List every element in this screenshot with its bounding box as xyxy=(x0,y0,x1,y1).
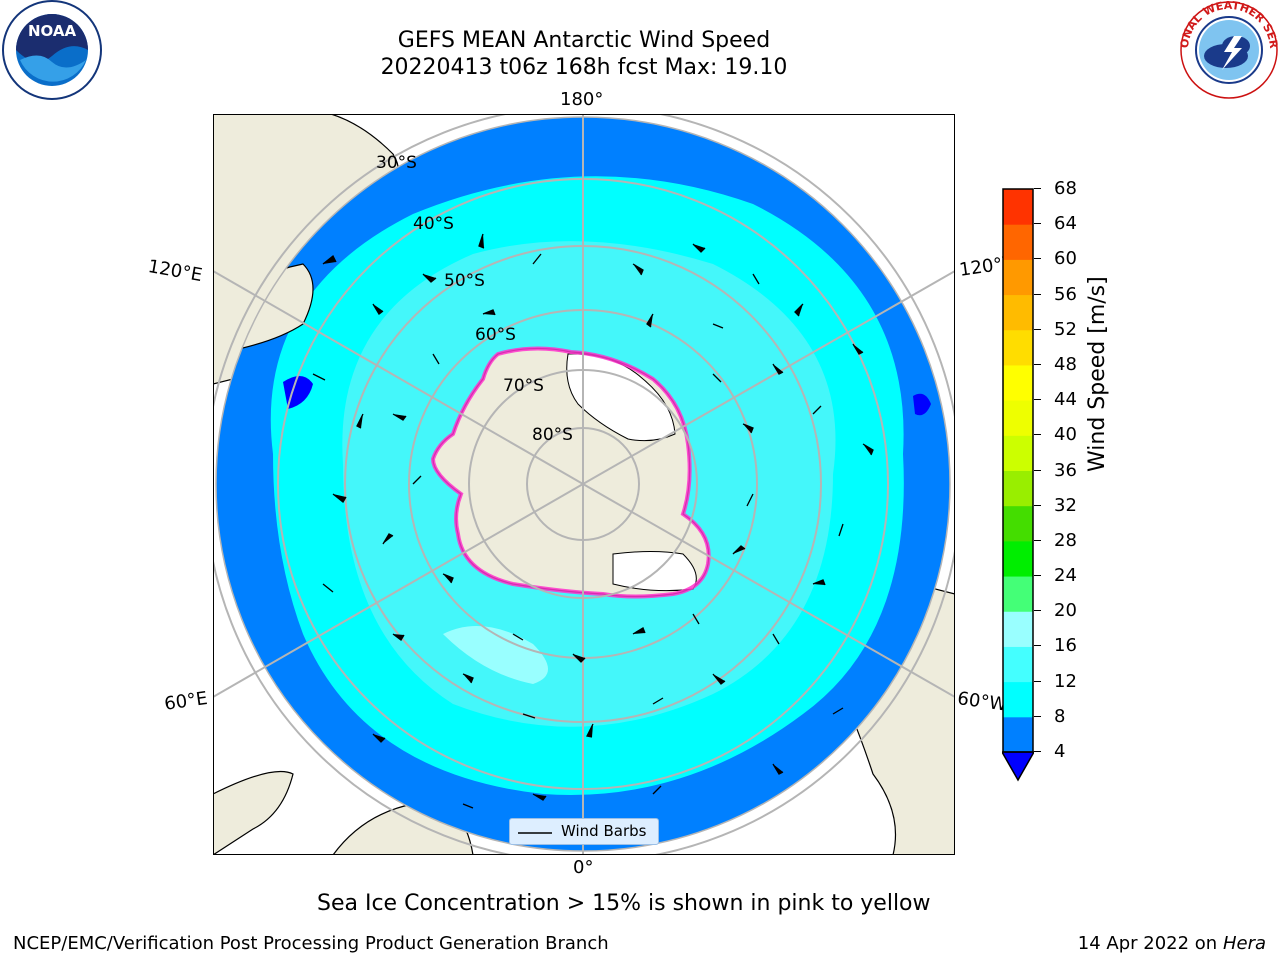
colorbar-segment xyxy=(1003,716,1033,753)
colorbar-tick-label: 16 xyxy=(1054,635,1077,657)
lat-label-30s: 30°S xyxy=(376,153,417,173)
colorbar-segment xyxy=(1003,294,1033,331)
sea-ice-caption: Sea Ice Concentration > 15% is shown in … xyxy=(317,891,931,916)
colorbar-tick-label: 44 xyxy=(1054,389,1077,411)
footer-host: Hera xyxy=(1222,933,1266,954)
colorbar-segment xyxy=(1003,189,1033,225)
colorbar-tick-label: 60 xyxy=(1054,248,1077,270)
colorbar-segment xyxy=(1003,646,1033,683)
footer-branch: NCEP/EMC/Verification Post Processing Pr… xyxy=(13,933,609,954)
colorbar-tick-label: 20 xyxy=(1054,600,1077,622)
colorbar-tick-label: 24 xyxy=(1054,565,1077,587)
polar-map xyxy=(213,114,955,855)
colorbar-tick-label: 12 xyxy=(1054,670,1077,692)
lon-label-0: 0° xyxy=(573,857,594,878)
sea-ice-edge xyxy=(430,346,711,599)
colorbar-tick-mark xyxy=(1034,715,1041,717)
colorbar-segment xyxy=(1003,540,1033,577)
noaa-logo-icon: NOAA xyxy=(2,0,102,100)
nws-logo-icon: NATIONAL WEATHER SERVICE xyxy=(1178,0,1280,99)
colorbar-tick-mark xyxy=(1034,610,1041,612)
legend-label: Wind Barbs xyxy=(561,822,647,840)
map-legend: Wind Barbs xyxy=(509,818,659,845)
colorbar-tick-label: 36 xyxy=(1054,459,1077,481)
colorbar-tick-label: 32 xyxy=(1054,494,1077,516)
lon-label-60e: 60°E xyxy=(163,687,209,715)
colorbar-tick-label: 40 xyxy=(1054,424,1077,446)
colorbar-label: Wind Speed [m/s] xyxy=(1085,276,1110,472)
colorbar-tick-label: 52 xyxy=(1054,318,1077,340)
lat-label-50s: 50°S xyxy=(444,271,485,291)
colorbar-tick-mark xyxy=(1034,539,1041,541)
colorbar-tick-mark xyxy=(1034,328,1041,330)
colorbar-tick-mark xyxy=(1034,188,1041,189)
madagascar-land xyxy=(213,770,294,855)
chart-subtitle: 20220413 t06z 168h fcst Max: 19.10 xyxy=(380,55,788,80)
colorbar-tick-mark xyxy=(1034,363,1041,365)
colorbar-segment xyxy=(1003,259,1033,296)
colorbar-segment xyxy=(1003,400,1033,436)
colorbar-tick-mark xyxy=(1034,680,1041,682)
colorbar-tick-mark xyxy=(1034,399,1041,401)
colorbar-tick-label: 64 xyxy=(1054,213,1077,235)
lat-label-80s: 80°S xyxy=(532,425,573,445)
colorbar xyxy=(1002,188,1034,782)
speed-16-20-zone xyxy=(443,626,548,684)
colorbar-tick-label: 68 xyxy=(1054,178,1077,199)
lat-label-40s: 40°S xyxy=(413,214,454,234)
colorbar-segment xyxy=(1003,224,1033,260)
wind-barbs xyxy=(312,233,874,809)
colorbar-tick-mark xyxy=(1034,469,1041,471)
lon-label-60w: 60°W xyxy=(956,688,1009,716)
footer-date: 14 Apr 2022 on Hera xyxy=(1078,933,1266,954)
map-frame xyxy=(213,114,955,855)
lat-label-60s: 60°S xyxy=(475,325,516,345)
colorbar-tick-label: 48 xyxy=(1054,353,1077,375)
colorbar-segment xyxy=(1003,505,1033,542)
colorbar-segment xyxy=(1003,329,1033,366)
lon-label-180: 180° xyxy=(560,89,604,110)
footer-date-text: 14 Apr 2022 on xyxy=(1077,933,1223,954)
colorbar-underflow-icon xyxy=(1002,751,1034,782)
colorbar-tick-label: 8 xyxy=(1054,705,1066,727)
colorbar-tick-mark xyxy=(1034,223,1041,225)
colorbar-segment xyxy=(1003,364,1033,401)
colorbar-tick-mark xyxy=(1034,751,1041,752)
colorbar-segment xyxy=(1003,611,1033,647)
colorbar-segment xyxy=(1003,435,1033,471)
wind-barb-legend-line-icon xyxy=(518,832,552,834)
colorbar-segment xyxy=(1003,681,1033,718)
lon-label-120e: 120°E xyxy=(146,256,204,287)
colorbar-tick-label: 56 xyxy=(1054,283,1077,305)
chart-title: GEFS MEAN Antarctic Wind Speed xyxy=(397,28,771,53)
colorbar-tick-mark xyxy=(1034,293,1041,295)
colorbar-tick-mark xyxy=(1034,645,1041,647)
colorbar-tick-label: 4 xyxy=(1054,741,1066,762)
ronne-ice-shelf xyxy=(612,551,697,592)
colorbar-tick-mark xyxy=(1034,575,1041,577)
colorbar-tick-mark xyxy=(1034,434,1041,436)
colorbar-segment xyxy=(1003,470,1033,507)
colorbar-tick-label: 28 xyxy=(1054,529,1077,551)
lat-label-70s: 70°S xyxy=(503,376,544,396)
colorbar-tick-mark xyxy=(1034,504,1041,506)
colorbar-tick-mark xyxy=(1034,258,1041,260)
svg-text:NOAA: NOAA xyxy=(28,22,77,40)
colorbar-segment xyxy=(1003,576,1033,612)
colorbar-segments xyxy=(1003,189,1033,753)
